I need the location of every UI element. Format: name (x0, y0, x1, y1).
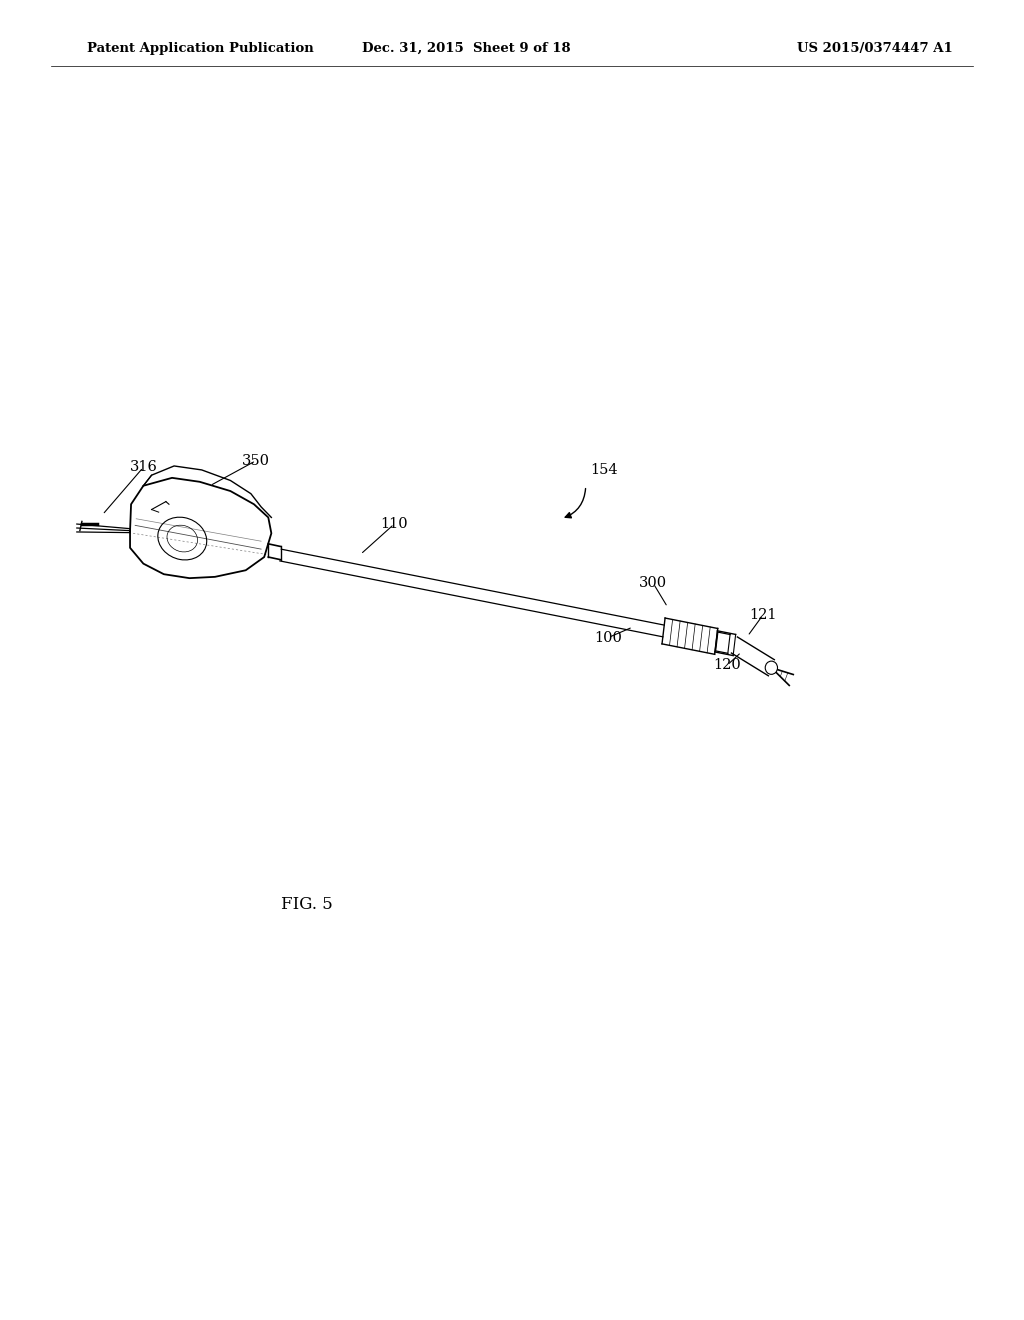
Text: 110: 110 (381, 517, 408, 531)
Text: 121: 121 (750, 609, 776, 622)
Text: Patent Application Publication: Patent Application Publication (87, 42, 313, 54)
Text: 350: 350 (242, 454, 270, 467)
Text: 300: 300 (639, 577, 668, 590)
Text: 120: 120 (713, 659, 741, 672)
Text: 316: 316 (129, 461, 158, 474)
Ellipse shape (765, 661, 777, 675)
Text: Dec. 31, 2015  Sheet 9 of 18: Dec. 31, 2015 Sheet 9 of 18 (361, 42, 570, 54)
Text: FIG. 5: FIG. 5 (282, 896, 333, 912)
Text: US 2015/0374447 A1: US 2015/0374447 A1 (797, 42, 952, 54)
Text: 100: 100 (594, 631, 623, 644)
FancyArrowPatch shape (565, 488, 586, 517)
Text: 154: 154 (591, 463, 617, 477)
